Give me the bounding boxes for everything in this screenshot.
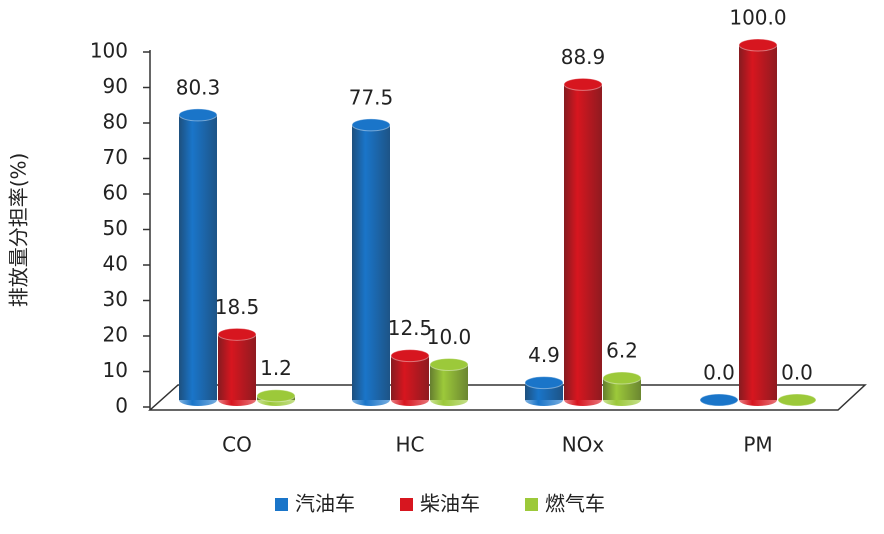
- y-tick-label: 80: [103, 110, 128, 134]
- x-tick-label: PM: [743, 433, 772, 457]
- y-tick-label: 30: [103, 287, 128, 311]
- value-label: 18.5: [215, 295, 260, 319]
- value-label: 88.9: [561, 45, 606, 69]
- bar-top: [524, 376, 564, 390]
- y-tick-label: 90: [103, 74, 128, 98]
- value-label: 80.3: [176, 75, 221, 99]
- value-label: 12.5: [388, 316, 433, 340]
- bar: [352, 124, 390, 406]
- value-label: 0.0: [781, 361, 813, 385]
- bar-top: [777, 393, 817, 407]
- legend-label: 燃气车: [545, 492, 605, 516]
- value-label: 6.2: [606, 338, 638, 362]
- bar-top: [602, 371, 642, 385]
- y-tick-label: 0: [115, 394, 128, 418]
- legend-label: 柴油车: [420, 492, 480, 516]
- bar-top: [178, 108, 218, 122]
- legend-swatch: [400, 498, 413, 511]
- bar: [603, 377, 641, 406]
- x-tick-label: NOx: [562, 433, 605, 457]
- bar-top: [256, 389, 296, 403]
- bar-top: [351, 118, 391, 132]
- y-tick-label: 60: [103, 181, 128, 205]
- value-label: 1.2: [260, 356, 292, 380]
- bar: [391, 355, 429, 406]
- y-axis-label: 排放量分担率(%): [7, 153, 31, 308]
- value-label: 100.0: [729, 6, 786, 30]
- value-label: 77.5: [349, 85, 394, 109]
- y-tick-label: 40: [103, 252, 128, 276]
- bar-top: [563, 77, 603, 91]
- bar: [564, 84, 602, 406]
- value-label: 4.9: [528, 343, 560, 367]
- floor: [148, 384, 867, 411]
- bar-top: [738, 38, 778, 52]
- bar: [218, 334, 256, 406]
- bar: [179, 114, 217, 406]
- bar-top: [699, 393, 739, 407]
- y-tick-label: 50: [103, 216, 128, 240]
- legend-swatch: [525, 498, 538, 511]
- y-tick-label: 20: [103, 323, 128, 347]
- y-tick-label: 70: [103, 145, 128, 169]
- bar: [739, 45, 777, 406]
- y-tick-label: 100: [90, 39, 128, 63]
- bar: [525, 382, 563, 406]
- value-label: 0.0: [703, 361, 735, 385]
- bar-top: [429, 358, 469, 371]
- y-tick-label: 10: [103, 358, 128, 382]
- x-tick-label: CO: [222, 433, 252, 457]
- bar-top: [217, 327, 257, 341]
- value-label: 10.0: [427, 325, 472, 349]
- legend-swatch: [275, 498, 288, 511]
- bar: [430, 364, 468, 406]
- x-tick-label: HC: [395, 433, 424, 457]
- legend-label: 汽油车: [295, 492, 355, 516]
- bar-top: [390, 349, 430, 363]
